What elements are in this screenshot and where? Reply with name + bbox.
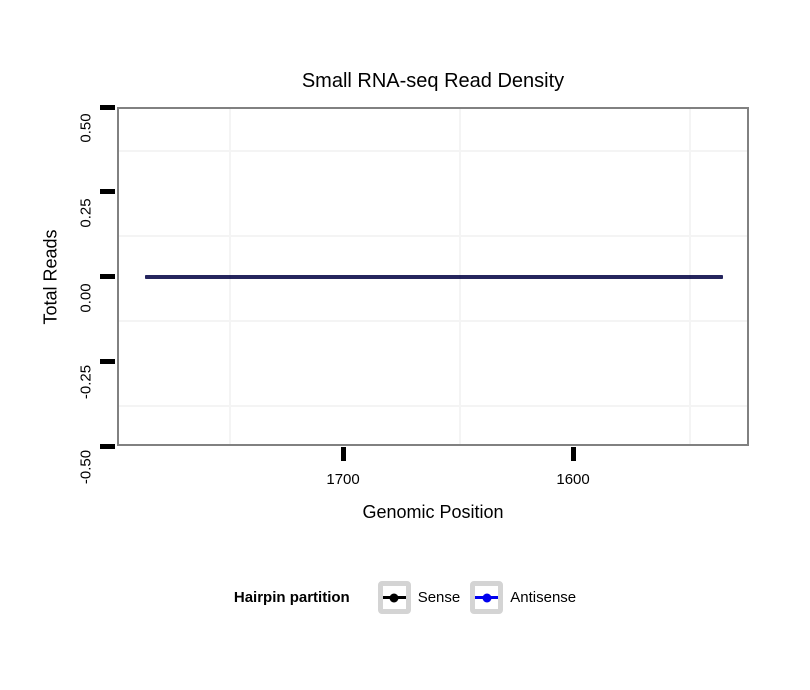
y-tick-label: 0.50	[77, 113, 95, 143]
legend-label: Antisense	[510, 589, 577, 606]
minor-gridline-horizontal	[119, 319, 747, 322]
chart-title: Small RNA-seq Read Density	[301, 70, 565, 92]
y-tick-label: 0.00	[77, 282, 95, 313]
minor-gridline-horizontal	[119, 235, 747, 238]
x-tick-mark	[570, 447, 576, 461]
legend-key-dot-icon	[482, 593, 492, 602]
x-tick-mark	[340, 447, 346, 461]
legend-entry-sense: Sense	[377, 581, 461, 614]
legend-key-antisense	[470, 581, 504, 614]
y-tick-label: 0.25	[77, 198, 95, 228]
y-tick-mark	[100, 104, 115, 110]
series-line-sense	[145, 274, 723, 279]
y-tick-mark	[100, 358, 115, 364]
y-tick-mark	[100, 274, 115, 279]
legend: Hairpin partition Sense Antisense	[0, 581, 810, 614]
y-tick-mark	[100, 189, 115, 195]
minor-gridline-horizontal	[119, 404, 747, 407]
y-tick-label: -0.50	[77, 449, 95, 485]
y-tick-mark	[100, 443, 115, 449]
minor-gridline-horizontal	[119, 150, 747, 153]
y-axis-title: Total Reads	[40, 229, 61, 325]
x-tick-label: 1700	[326, 471, 360, 488]
x-tick-label: 1600	[556, 471, 590, 488]
x-axis-title: Genomic Position	[362, 502, 504, 522]
legend-label: Sense	[417, 589, 461, 606]
legend-key-dot-icon	[389, 593, 399, 602]
legend-entry-antisense: Antisense	[470, 581, 576, 614]
y-tick-label: -0.25	[77, 365, 95, 400]
legend-key-sense	[377, 581, 411, 614]
legend-title: Hairpin partition	[233, 589, 350, 606]
